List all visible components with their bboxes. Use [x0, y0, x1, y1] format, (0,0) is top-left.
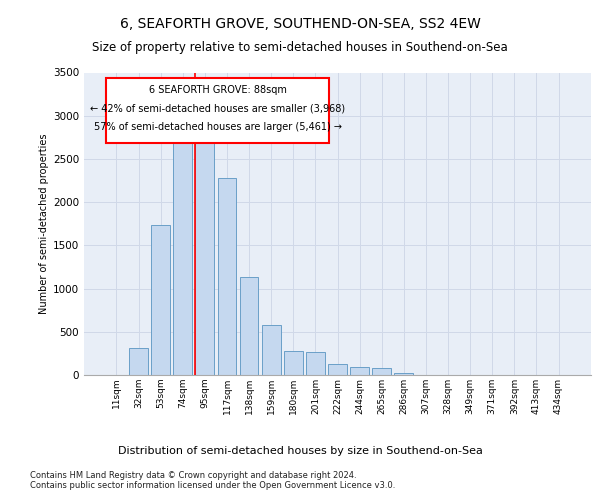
Y-axis label: Number of semi-detached properties: Number of semi-detached properties	[39, 134, 49, 314]
Text: Contains public sector information licensed under the Open Government Licence v3: Contains public sector information licen…	[30, 481, 395, 490]
Text: 57% of semi-detached houses are larger (5,461) →: 57% of semi-detached houses are larger (…	[94, 122, 341, 132]
Text: Size of property relative to semi-detached houses in Southend-on-Sea: Size of property relative to semi-detach…	[92, 41, 508, 54]
Bar	[306, 352, 325, 375]
Bar	[239, 278, 259, 375]
Bar	[262, 325, 281, 375]
Text: 6, SEAFORTH GROVE, SOUTHEND-ON-SEA, SS2 4EW: 6, SEAFORTH GROVE, SOUTHEND-ON-SEA, SS2 …	[119, 18, 481, 32]
Text: Contains HM Land Registry data © Crown copyright and database right 2024.: Contains HM Land Registry data © Crown c…	[30, 471, 356, 480]
Bar	[129, 348, 148, 375]
Bar	[328, 364, 347, 375]
Bar	[151, 226, 170, 375]
Bar	[373, 368, 391, 375]
Bar	[173, 115, 192, 375]
Bar	[106, 78, 329, 144]
Bar	[350, 367, 369, 375]
Bar	[218, 178, 236, 375]
Bar	[284, 351, 302, 375]
Text: Distribution of semi-detached houses by size in Southend-on-Sea: Distribution of semi-detached houses by …	[118, 446, 482, 456]
Text: 6 SEAFORTH GROVE: 88sqm: 6 SEAFORTH GROVE: 88sqm	[149, 84, 287, 94]
Bar	[196, 115, 214, 375]
Text: ← 42% of semi-detached houses are smaller (3,968): ← 42% of semi-detached houses are smalle…	[90, 104, 345, 114]
Bar	[394, 374, 413, 375]
